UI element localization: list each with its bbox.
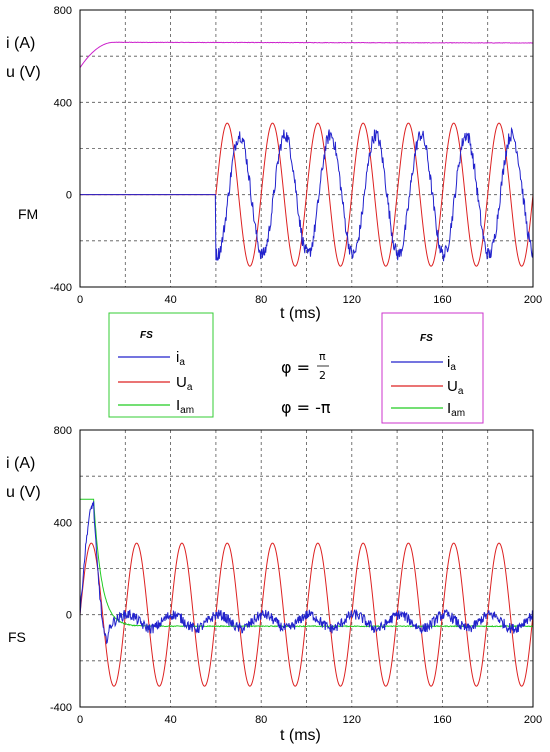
legend-label-ia-right: ia	[447, 354, 456, 373]
phase-label-1-left: φ =	[281, 358, 310, 377]
x-tick-label: 80	[255, 294, 267, 306]
y-tick-label: 0	[66, 190, 72, 202]
legend-label-iam-right: Iam	[447, 400, 465, 419]
x-tick-label: 0	[77, 294, 83, 306]
phase-label-1-numerator: π	[319, 350, 326, 363]
ticks-top: 0 40 80 120 160 200 -400 0 400 800	[50, 5, 542, 306]
x-axis-label-top: t (ms)	[280, 305, 321, 322]
legend-label-ua-right: Ua	[447, 378, 464, 397]
y-label-voltage-bottom: u (V)	[6, 484, 41, 501]
phase-label-1-denominator: 2	[319, 369, 326, 382]
legend-label-ua-left: Ua	[176, 374, 193, 393]
y-tick-label: -400	[50, 702, 72, 714]
side-label-bottom: FS	[8, 629, 26, 645]
legend-frame-left	[108, 312, 214, 418]
y-tick-label: 800	[54, 425, 72, 437]
side-label-top: FM	[18, 206, 38, 222]
series-top	[79, 41, 534, 267]
legend-title-right: FS	[420, 333, 433, 344]
ticks-bottom: 0 40 80 120 160 200 -400 0 400 800	[50, 425, 542, 726]
grid-top	[80, 10, 533, 287]
legend-right: FS ia Ua Iam	[381, 312, 484, 424]
chart-fs: 0 40 80 120 160 200 -400 0 400 800 FS t (ms) i (A…	[6, 425, 542, 744]
y-tick-label: 800	[54, 5, 72, 17]
chart-fm: 0 40 80 120 160 200 -400 0 400 800 FM t (ms) i (A…	[6, 5, 542, 322]
x-tick-label: 120	[343, 294, 361, 306]
y-tick-label: 400	[54, 97, 72, 109]
y-label-voltage-top: u (V)	[6, 64, 41, 81]
x-tick-label: 0	[77, 714, 83, 726]
series-line-u	[79, 41, 534, 68]
legend-label-iam-left: Iam	[176, 397, 194, 416]
legend-left: FS ia Ua Iam	[108, 312, 214, 418]
y-tick-label: 400	[54, 517, 72, 529]
phase-label-2: φ = -π	[281, 398, 331, 417]
x-tick-label: 40	[164, 714, 176, 726]
x-tick-label: 200	[524, 714, 542, 726]
legend-label-ia-left: ia	[176, 349, 185, 368]
grid-bottom	[80, 430, 533, 707]
legend-title-left: FS	[140, 330, 153, 341]
plot-frame-bottom	[79, 429, 534, 708]
phase-annotation-1: φ = π 2	[281, 350, 329, 382]
y-tick-label: 0	[66, 610, 72, 622]
x-tick-label: 80	[255, 714, 267, 726]
x-axis-label-bottom: t (ms)	[280, 727, 321, 744]
y-tick-label: -400	[50, 282, 72, 294]
x-tick-label: 40	[164, 294, 176, 306]
series-line-i-a	[80, 126, 534, 262]
y-label-current-bottom: i (A)	[6, 455, 35, 472]
x-tick-label: 120	[343, 714, 361, 726]
series-line-i-a	[79, 501, 534, 645]
x-tick-label: 160	[433, 294, 451, 306]
y-label-current-top: i (A)	[6, 35, 35, 52]
plot-frame-top	[79, 9, 534, 288]
x-tick-label: 160	[433, 714, 451, 726]
legend-frame-right	[381, 312, 484, 424]
x-tick-label: 200	[524, 294, 542, 306]
series-bottom	[79, 498, 534, 687]
